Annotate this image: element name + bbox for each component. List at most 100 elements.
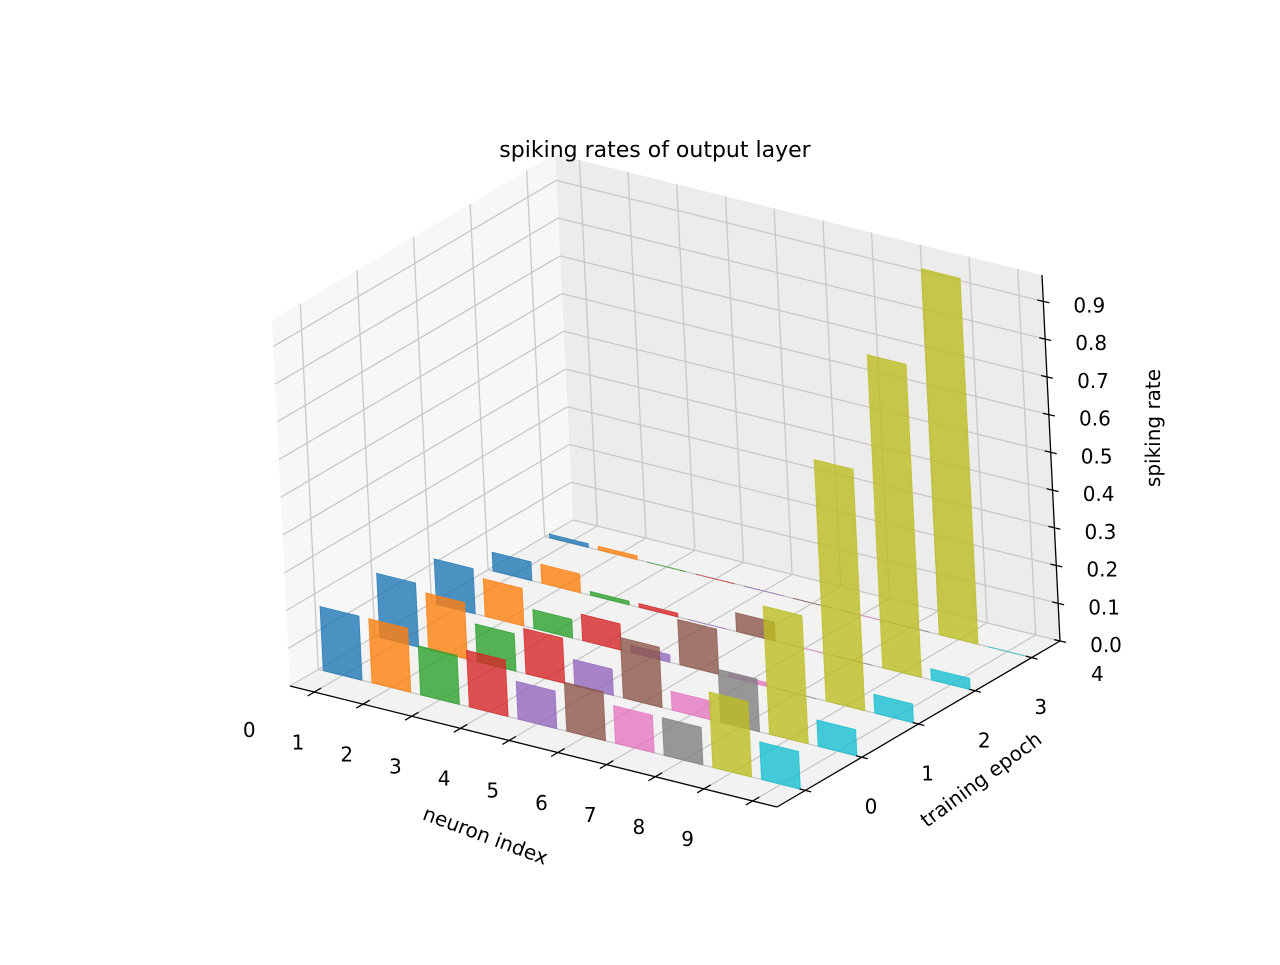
bar [920,268,979,645]
x-tick-label: 9 [681,827,694,851]
back-grid-line-x [773,208,793,575]
side-grid-line-z [278,293,563,461]
bar [597,545,638,561]
side-grid-line-z [280,330,565,498]
bar [619,636,663,709]
side-grid-line-y [356,270,376,637]
side-grid-line-z [282,368,566,536]
x-tick [355,699,371,709]
bar [930,668,971,691]
x-tick-label: 3 [389,755,402,779]
y-tick [912,721,925,727]
y-tick [969,688,982,693]
side-grid-line-y [526,170,546,537]
side-grid-line-z [284,406,568,574]
z-tick [1042,412,1056,417]
z-tick-label: 0.8 [1075,331,1107,355]
z-tick-label: 0.3 [1084,520,1116,544]
y-tick [799,788,812,793]
bar [661,717,704,766]
z-tick [1044,450,1057,455]
side-grid-line-z [276,255,561,423]
side-grid-line-y [299,303,319,670]
back-grid-line-z [572,519,1061,642]
z-tick [1050,563,1063,568]
x-tick-label: 1 [292,730,305,754]
x-tick [550,748,565,758]
z-tick-label: 0.9 [1073,293,1105,317]
bar [677,618,720,675]
axis-lines: 0 1 2 3 4 5 6 7 8 9 0 1 2 3 4 0.0 0.1 0.2 0.3 0.4 0.5 0.6 0.7 0… [243,274,1122,851]
side-grid-line-z [274,217,559,385]
z-tick-label: 0.2 [1086,558,1118,582]
x-tick [745,796,760,806]
x-tick [599,760,614,770]
z-tick-label: 0.5 [1081,444,1113,468]
bar [540,563,582,594]
z-tick [1037,299,1050,304]
side-grid-line-y [412,236,433,604]
x-tick-label: 4 [438,767,451,791]
back-grid-line-z [559,255,1048,378]
z-tick-label: 0.4 [1083,482,1115,506]
x-tick [502,735,517,745]
bar [695,573,735,585]
x-tick-label: 8 [633,815,646,839]
back-grid-line-x [968,256,988,623]
bar [646,561,686,573]
z-tick [1040,374,1054,379]
bar [466,649,509,718]
bar [580,613,622,651]
back-grid-line-z [561,292,1050,416]
bar [708,691,753,778]
chart-title: spiking rates of output layer [499,138,811,163]
bar [759,741,801,790]
y-tick-label: 4 [1091,662,1104,686]
bar [816,719,858,757]
bar [813,458,866,712]
back-grid-line-z [570,481,1059,604]
y-tick [1025,655,1038,660]
x-tick [696,784,712,794]
y-tick-label: 0 [865,795,878,819]
y-tick-label: 1 [921,762,934,786]
side-grid-line-z [285,443,570,612]
x-tick [404,711,419,721]
back-grid-line-z [569,443,1057,567]
x-tick [648,772,663,782]
bar [744,585,784,597]
z-tick [1048,525,1061,530]
back-grid-line-z [556,179,1044,303]
bar [532,608,574,639]
back-grid-line-z [565,368,1053,491]
bar [866,354,922,679]
bar [589,590,630,606]
bar [417,645,460,706]
side-grid-line-y [469,203,489,570]
x-tick-label: 0 [243,718,256,742]
bar [613,704,655,754]
x-tick-label: 5 [486,779,499,803]
y-tick [855,755,868,760]
bar [491,551,533,582]
z-tick-label: 0.6 [1079,407,1111,431]
x-axis-label: neuron index [420,801,552,870]
z-tick-label: 0.0 [1090,633,1122,657]
z-tick-label: 0.7 [1077,369,1109,393]
x-tick-label: 6 [535,791,548,815]
z-tick [1053,638,1067,644]
bar [482,578,525,627]
bar [523,627,566,684]
z-tick [1039,337,1052,342]
x-tick [453,723,468,733]
bar [638,602,679,618]
z-tick [1051,601,1065,606]
y-tick-label: 3 [1034,695,1047,719]
z-tick-label: 0.1 [1088,595,1120,619]
back-grid-line-x [1017,268,1037,636]
x-tick [307,687,322,697]
x-tick-label: 2 [340,742,353,766]
back-grid-line-x [724,196,745,563]
